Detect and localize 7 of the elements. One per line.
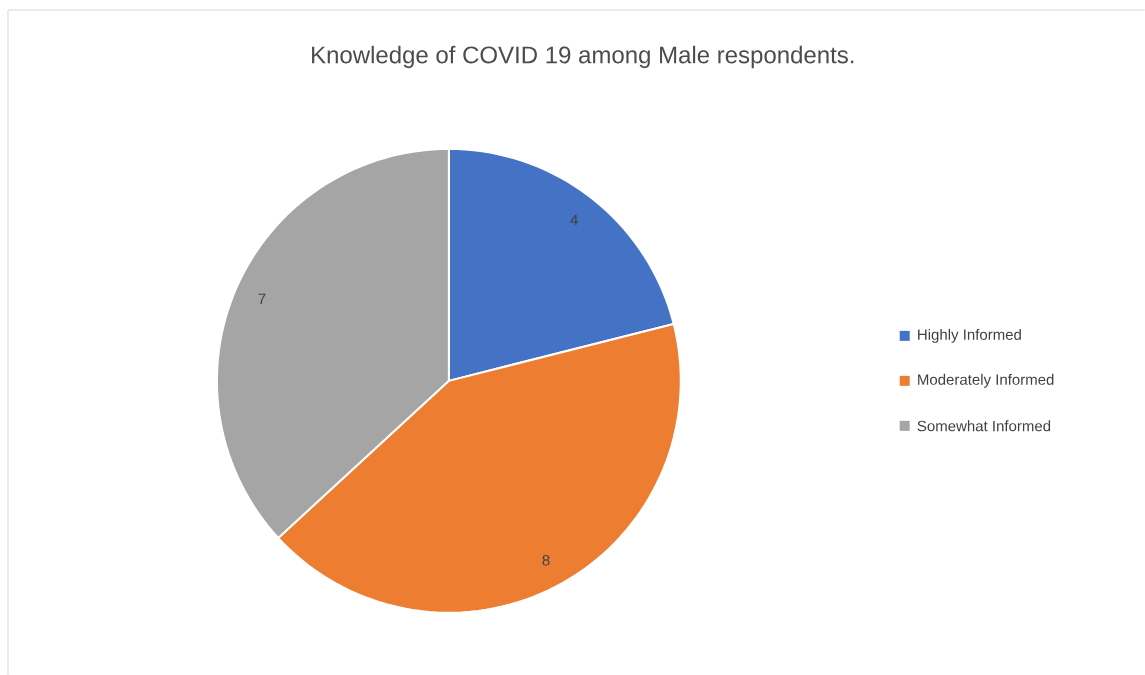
legend-label: Highly Informed	[918, 328, 1021, 343]
data-label: 7	[258, 293, 266, 304]
data-label: 4	[570, 214, 578, 225]
data-label: 8	[542, 554, 550, 566]
chart-title: Knowledge of COVID 19 among Male respondents.	[312, 45, 854, 69]
legend-label: Somewhat Informed	[917, 420, 1051, 432]
legend-label: Moderately Informed	[918, 373, 1054, 388]
